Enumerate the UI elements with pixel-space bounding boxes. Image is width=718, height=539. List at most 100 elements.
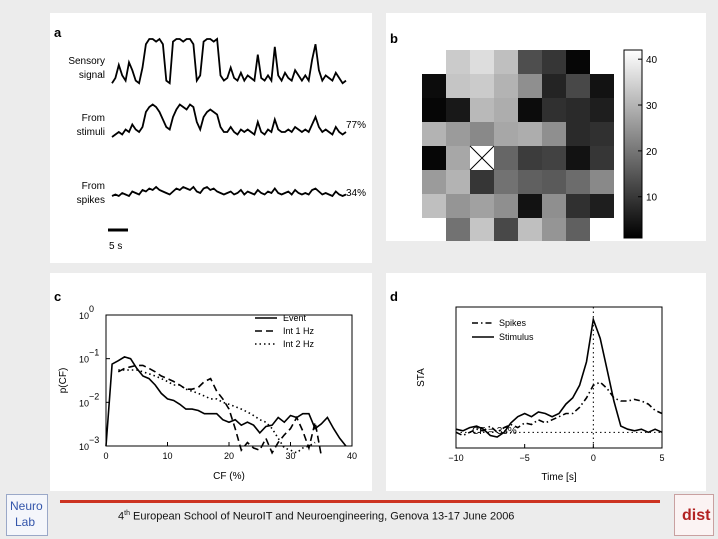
x-tick-label: 0	[103, 451, 108, 461]
colorbar-tick-label: 40	[646, 55, 658, 66]
heatmap-cell	[446, 218, 470, 242]
heatmap-cell	[422, 74, 446, 98]
x-tick-label: −5	[520, 453, 530, 463]
heatmap-cell	[566, 74, 590, 98]
heatmap-cell	[566, 218, 590, 242]
colorbar-tick-label: 30	[646, 101, 658, 112]
heatmap-cell	[494, 218, 518, 242]
logo-dist-text: dist	[682, 507, 711, 524]
heatmap-cell	[566, 122, 590, 146]
trace-line-1	[111, 37, 347, 85]
colorbar	[623, 49, 643, 239]
heatmap-cell	[470, 50, 494, 74]
series-line-2	[117, 364, 323, 456]
trace-label-3-line2: spikes	[77, 195, 105, 206]
heatmap-cell	[470, 122, 494, 146]
heatmap-cell	[566, 170, 590, 194]
trace-label-3-line1: From	[82, 181, 105, 192]
heatmap-cell	[446, 50, 470, 74]
series-line-2	[455, 316, 663, 438]
series-line-3	[118, 369, 316, 454]
heatmap-cell	[494, 170, 518, 194]
y-tick-exponent: −3	[89, 435, 99, 445]
legend-label-3: Int 2 Hz	[283, 339, 315, 349]
heatmap-cell	[590, 146, 614, 170]
heatmap-cell	[422, 122, 446, 146]
heatmap-cell	[518, 194, 542, 218]
series-line-1	[105, 356, 347, 447]
panel-label-b: b	[390, 31, 398, 46]
x-tick-label: −10	[448, 453, 463, 463]
heatmap-cell	[590, 98, 614, 122]
x-tick-label: 20	[224, 451, 234, 461]
plot-frame	[455, 306, 663, 449]
heatmap-cell	[542, 74, 566, 98]
x-axis-label: Time [s]	[541, 472, 576, 483]
heatmap-cell	[470, 74, 494, 98]
heatmap-cell	[566, 50, 590, 74]
heatmap-cell	[518, 122, 542, 146]
heatmap-cell	[542, 122, 566, 146]
heatmap-cell	[446, 74, 470, 98]
heatmap-cell	[518, 170, 542, 194]
y-tick-base: 10	[79, 398, 89, 408]
heatmap-cell	[566, 194, 590, 218]
trace-line-3	[111, 185, 347, 198]
heatmap-cell	[590, 170, 614, 194]
legend-label-2: Int 1 Hz	[283, 326, 315, 336]
heatmap-cell	[446, 98, 470, 122]
footer-number: 4	[118, 510, 125, 523]
heatmap-cell	[566, 98, 590, 122]
heatmap-cell	[518, 74, 542, 98]
y-tick-base: 10	[79, 355, 89, 365]
heatmap-cell	[446, 146, 470, 170]
x-tick-label: 40	[347, 451, 357, 461]
heatmap-cell	[518, 50, 542, 74]
heatmap-cell	[518, 146, 542, 170]
heatmap-cell	[494, 194, 518, 218]
scale-bar-label: 5 s	[109, 241, 122, 252]
trace-label-2-line2: stimuli	[77, 127, 105, 138]
panel-b: b 10 20 30 40	[386, 13, 706, 242]
x-tick-label: 10	[162, 451, 172, 461]
heatmap-cell	[518, 218, 542, 242]
panel-label-d: d	[390, 289, 398, 304]
legend-label-1: Spikes	[499, 318, 527, 328]
colorbar-tick-label: 20	[646, 147, 658, 158]
heatmap-cell	[422, 146, 446, 170]
heatmap-cell	[518, 98, 542, 122]
x-axis-label: CF (%)	[213, 471, 245, 482]
heatmap-cell	[470, 218, 494, 242]
heatmap-cell	[494, 122, 518, 146]
heatmap-cell	[494, 98, 518, 122]
trace-annotation-2: 77%	[346, 120, 366, 131]
heatmap-cell	[590, 74, 614, 98]
heatmap-cell	[470, 194, 494, 218]
heatmap-cell	[542, 194, 566, 218]
cf-annotation: CF = 33%	[472, 426, 517, 437]
y-tick-base: 10	[79, 442, 89, 452]
heatmap-cell	[494, 50, 518, 74]
heatmap-cell	[470, 170, 494, 194]
dist-logo: dist	[674, 494, 714, 536]
trace-annotation-3: 34%	[346, 188, 366, 199]
heatmap-cell	[590, 122, 614, 146]
trace-label-2-line1: From	[82, 113, 105, 124]
panel-label-a: a	[54, 25, 62, 40]
y-axis-label: p(CF)	[58, 368, 69, 394]
heatmap-cell	[494, 146, 518, 170]
trace-line-2	[111, 103, 347, 138]
heatmap-cell	[446, 122, 470, 146]
panel-d: d −10 −5 0 5 Time [s] STA Spikes Stimulus CF = 33…	[386, 273, 706, 491]
x-tick-label: 0	[591, 453, 596, 463]
heatmap-cell	[590, 194, 614, 218]
panel-label-c: c	[54, 289, 61, 304]
heatmap-cell	[422, 170, 446, 194]
center-cross-line-2	[469, 145, 495, 171]
heatmap-cell	[542, 218, 566, 242]
trace-label-1-line2: signal	[79, 70, 105, 81]
y-tick-exponent: 0	[89, 304, 94, 314]
heatmap-cell	[542, 170, 566, 194]
footer-divider	[60, 500, 660, 503]
